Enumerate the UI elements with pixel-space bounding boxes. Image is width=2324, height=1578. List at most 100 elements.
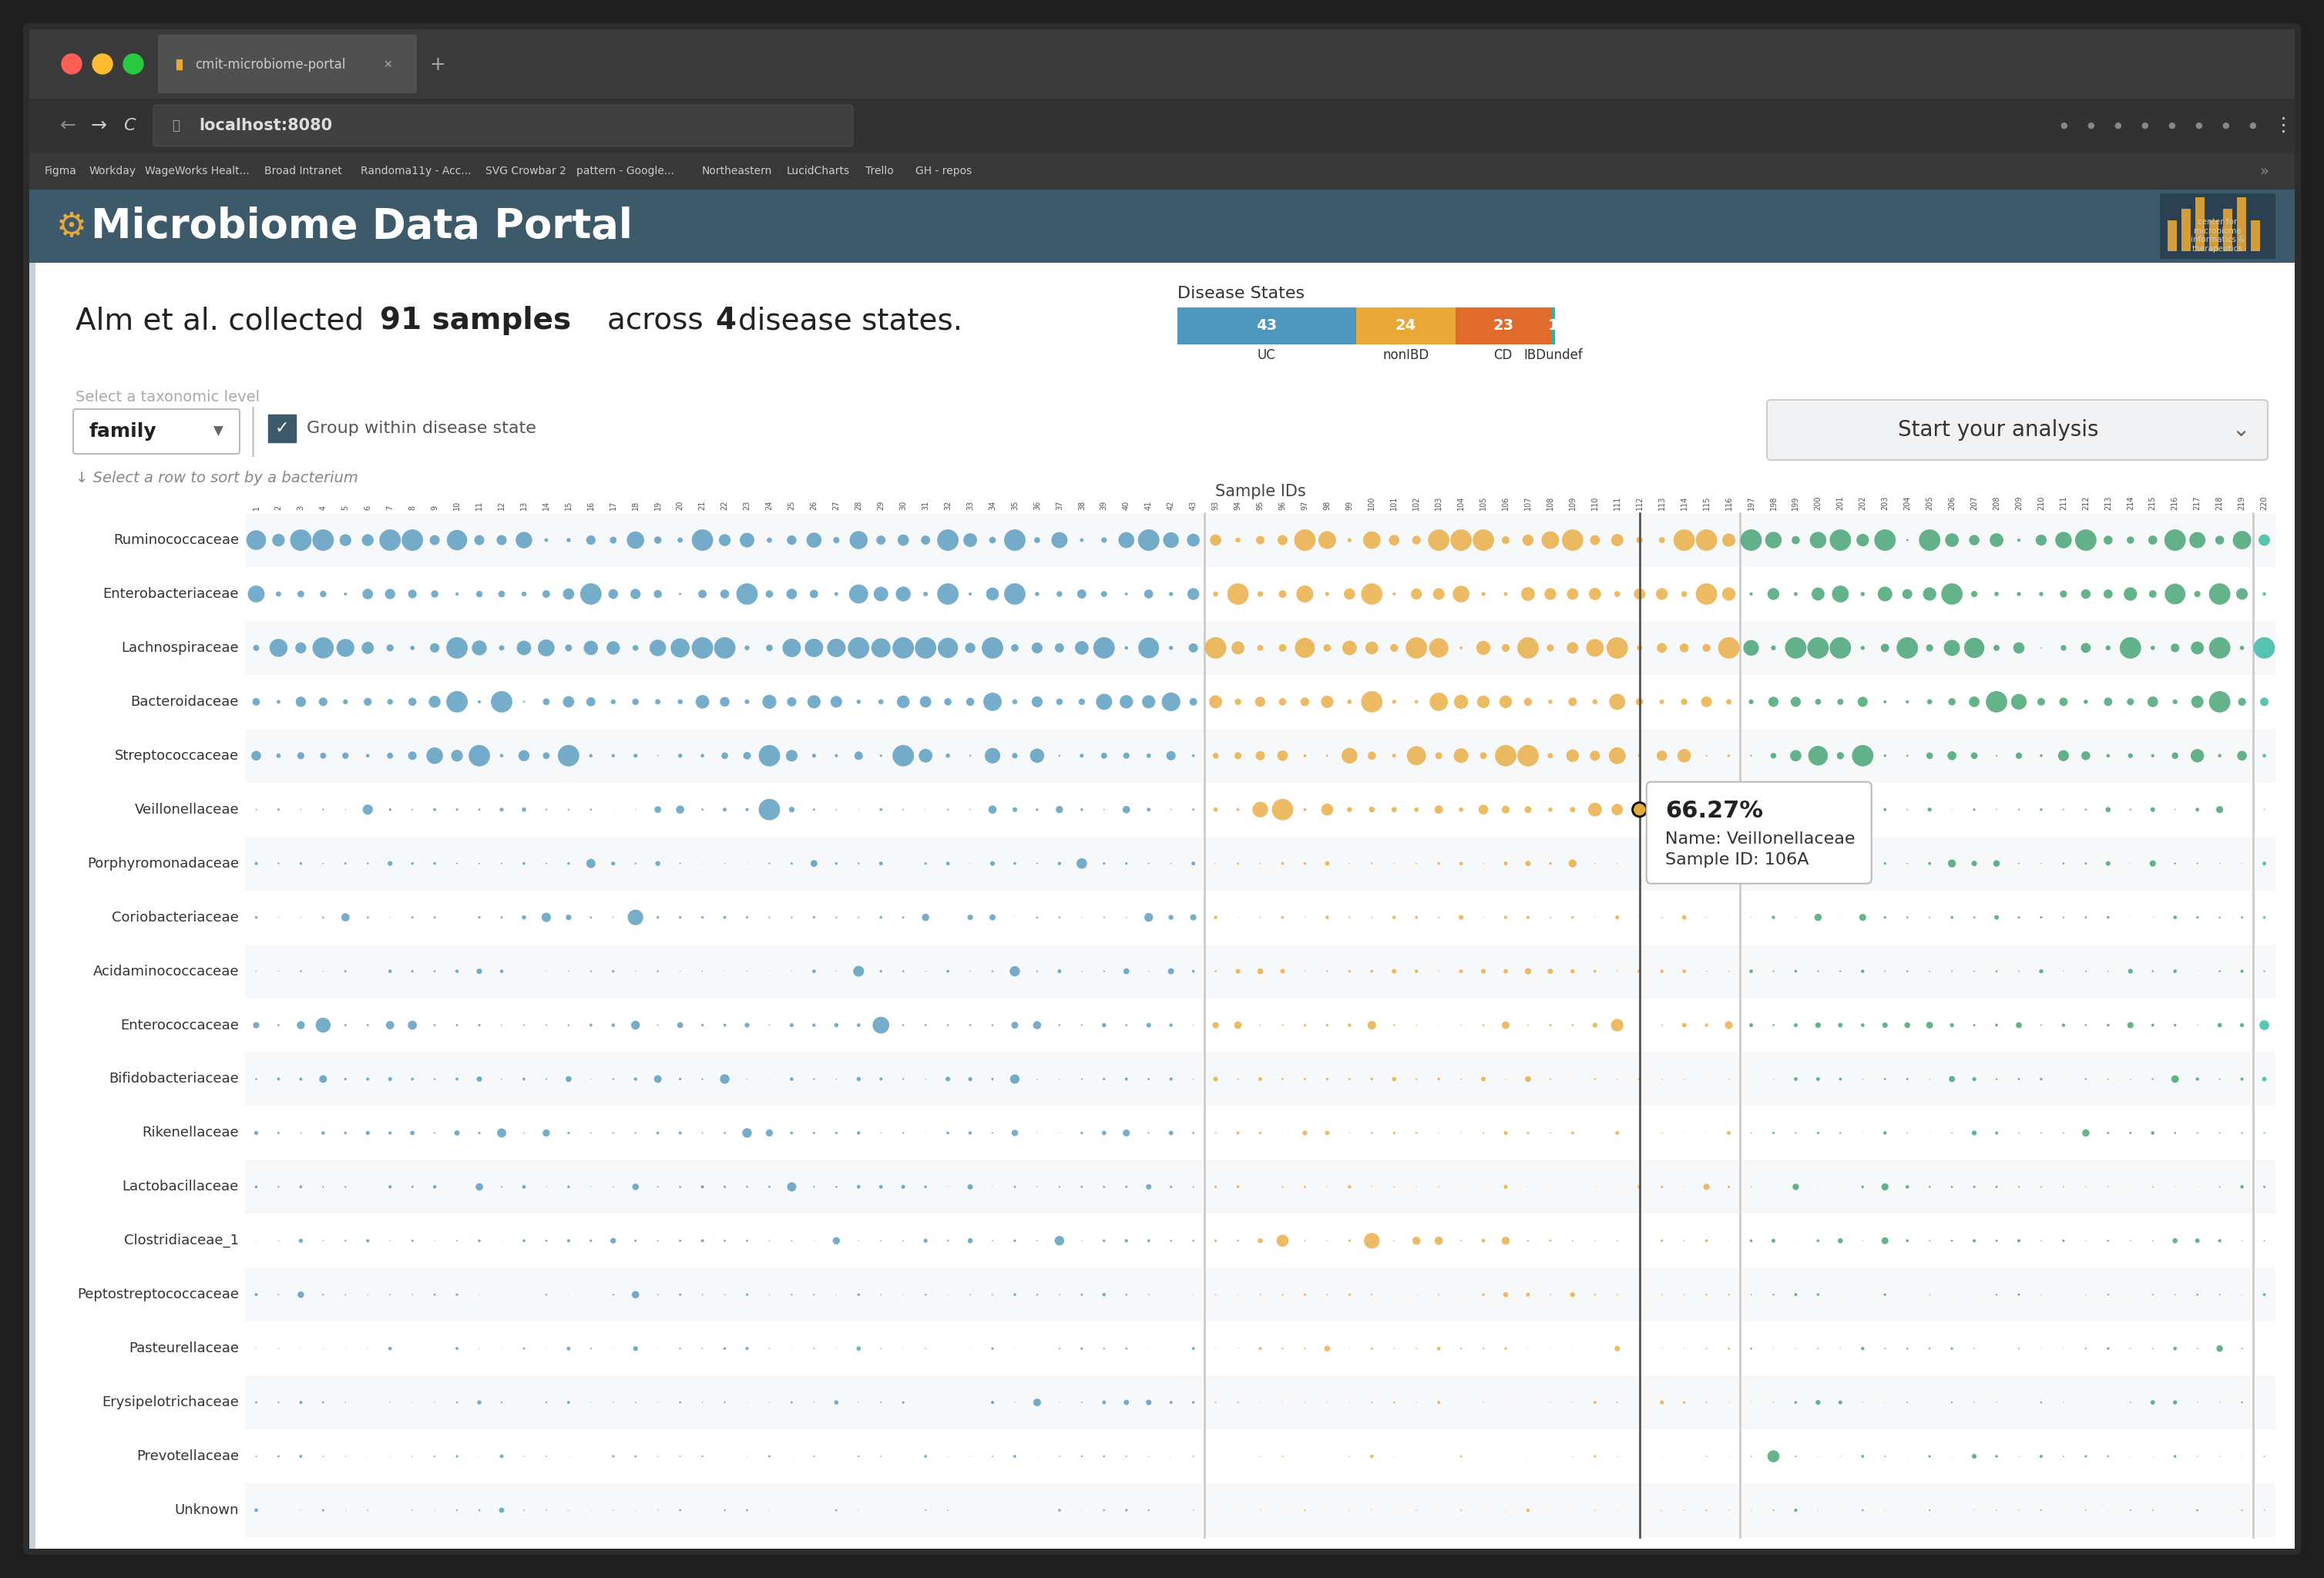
Text: Group within disease state: Group within disease state (307, 421, 537, 436)
Circle shape (1520, 587, 1534, 601)
Circle shape (811, 969, 816, 974)
Circle shape (1034, 537, 1041, 543)
Text: 40: 40 (1122, 500, 1129, 510)
Circle shape (474, 535, 483, 544)
Text: 6: 6 (365, 505, 372, 510)
Circle shape (277, 1078, 279, 1081)
Circle shape (653, 590, 662, 598)
Circle shape (1971, 860, 1978, 866)
Circle shape (737, 584, 758, 604)
Text: 114: 114 (1680, 495, 1687, 510)
Circle shape (1973, 808, 1975, 811)
Text: 93: 93 (1211, 500, 1220, 510)
Circle shape (430, 590, 439, 598)
Circle shape (256, 915, 258, 918)
Circle shape (1257, 969, 1264, 974)
Circle shape (1102, 592, 1106, 596)
Circle shape (1304, 1294, 1306, 1296)
Circle shape (878, 808, 883, 811)
Circle shape (679, 1240, 681, 1242)
Circle shape (1522, 535, 1534, 546)
Circle shape (277, 808, 279, 811)
Bar (2182, 208, 2192, 251)
Circle shape (1608, 748, 1624, 764)
Circle shape (611, 970, 614, 972)
Circle shape (1076, 590, 1085, 598)
Circle shape (858, 1294, 860, 1296)
Circle shape (1971, 1453, 1978, 1458)
Circle shape (386, 644, 393, 652)
Circle shape (1973, 1185, 1975, 1188)
Circle shape (653, 537, 662, 544)
Circle shape (277, 592, 281, 596)
Text: Coriobacteriaceae: Coriobacteriaceae (112, 911, 239, 925)
Circle shape (1234, 699, 1241, 705)
Circle shape (1882, 1237, 1889, 1243)
Circle shape (855, 751, 862, 761)
Circle shape (1569, 697, 1578, 705)
Circle shape (453, 1130, 460, 1136)
Circle shape (479, 701, 481, 704)
Text: 41: 41 (1146, 500, 1153, 510)
Circle shape (744, 699, 748, 704)
Circle shape (1392, 1076, 1397, 1081)
Bar (30, 98, 2294, 153)
Circle shape (1518, 745, 1538, 767)
Circle shape (1873, 529, 1896, 551)
Circle shape (1055, 699, 1062, 705)
Circle shape (858, 1131, 860, 1135)
Text: 24: 24 (765, 500, 774, 510)
Circle shape (565, 644, 572, 652)
Text: 202: 202 (1859, 495, 1866, 510)
Circle shape (2150, 590, 2157, 598)
Circle shape (1852, 745, 1873, 767)
Circle shape (386, 589, 395, 600)
Circle shape (744, 645, 751, 650)
Circle shape (1722, 587, 1736, 601)
Circle shape (878, 1185, 883, 1188)
Circle shape (2108, 1024, 2110, 1026)
Circle shape (2147, 696, 2159, 707)
Circle shape (1703, 1184, 1710, 1190)
Circle shape (2196, 1239, 2199, 1243)
Text: Erysipelotrichaceae: Erysipelotrichaceae (102, 1395, 239, 1409)
Circle shape (1013, 1239, 1016, 1242)
Circle shape (1081, 1348, 1083, 1349)
Circle shape (1281, 969, 1285, 974)
Circle shape (2080, 642, 2092, 653)
Circle shape (1941, 584, 1964, 604)
Circle shape (1278, 535, 1287, 544)
Bar (244, 513, 2275, 567)
Circle shape (2126, 537, 2133, 544)
Text: 19: 19 (653, 500, 662, 510)
Circle shape (744, 1023, 748, 1027)
Circle shape (367, 1078, 370, 1081)
Circle shape (1278, 697, 1285, 705)
Circle shape (2126, 699, 2133, 705)
Circle shape (1968, 696, 1980, 707)
Bar (1178, 308, 1355, 344)
Circle shape (1341, 748, 1357, 764)
Text: 115: 115 (1703, 495, 1710, 510)
Text: Acidaminococcaceae: Acidaminococcaceae (93, 964, 239, 978)
Circle shape (2017, 1239, 2020, 1242)
Circle shape (1878, 587, 1892, 601)
Circle shape (2173, 1400, 2178, 1404)
Circle shape (1057, 969, 1062, 974)
Circle shape (1104, 1078, 1106, 1081)
Text: 36: 36 (1034, 500, 1041, 510)
Circle shape (2061, 645, 2066, 650)
Text: 98: 98 (1322, 500, 1332, 510)
Circle shape (786, 589, 797, 600)
Circle shape (1659, 1400, 1664, 1404)
Circle shape (1392, 969, 1397, 974)
Circle shape (1743, 641, 1759, 656)
Text: Figma: Figma (44, 166, 77, 177)
Circle shape (1192, 1348, 1195, 1351)
Text: Sample IDs: Sample IDs (1215, 484, 1306, 499)
Circle shape (2054, 532, 2071, 549)
Circle shape (1081, 538, 1083, 541)
Circle shape (1525, 806, 1532, 813)
Text: 212: 212 (2082, 495, 2089, 510)
Circle shape (490, 691, 511, 713)
